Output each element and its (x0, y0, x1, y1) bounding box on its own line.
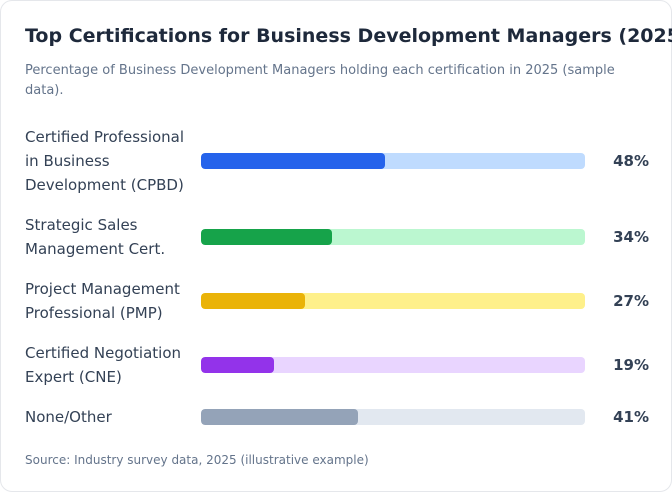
value-label: 27% (613, 292, 649, 310)
bar-row: Certified Professional in Business Devel… (25, 125, 649, 197)
value-label: 34% (613, 228, 649, 246)
category-label: Certified Professional in Business Devel… (25, 128, 185, 194)
bar-track (201, 357, 585, 373)
bar (201, 357, 274, 373)
bar (201, 409, 359, 425)
bar (201, 293, 305, 309)
bar-row: Project Management Professional (PMP) 27% (25, 277, 649, 325)
value-label: 41% (613, 408, 649, 426)
bar (201, 153, 386, 169)
value-label: 19% (613, 356, 649, 374)
chart-subtitle: Percentage of Business Development Manag… (25, 63, 615, 98)
chart-title: Top Certifications for Business Developm… (25, 25, 672, 47)
bar (201, 229, 332, 245)
bar-row: Strategic Sales Management Cert. 34% (25, 213, 649, 261)
category-label: Strategic Sales Management Cert. (25, 216, 166, 258)
bar-row: Certified Negotiation Expert (CNE) 19% (25, 341, 649, 389)
category-label: Project Management Professional (PMP) (25, 280, 180, 322)
category-label: None/Other (25, 408, 112, 426)
bar-track (201, 409, 585, 425)
value-label: 48% (613, 152, 649, 170)
bar-track (201, 293, 585, 309)
category-label: Certified Negotiation Expert (CNE) (25, 344, 182, 386)
source-note: Source: Industry survey data, 2025 (illu… (25, 453, 369, 467)
bar-rows: Certified Professional in Business Devel… (25, 125, 649, 429)
bar-track (201, 229, 585, 245)
bar-track (201, 153, 585, 169)
bar-row: None/Other 41% (25, 405, 649, 429)
